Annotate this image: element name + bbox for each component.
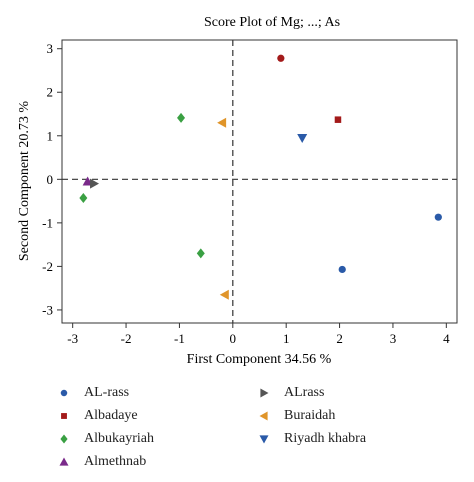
x-tick-label: 0 — [230, 331, 237, 346]
y-axis-label: Second Component 20.73 % — [17, 101, 32, 262]
legend-marker-icon — [58, 433, 70, 445]
legend-label: Albadaye — [84, 408, 138, 423]
y-tick-label: -2 — [42, 259, 53, 274]
x-tick-label: -2 — [121, 331, 132, 346]
x-tick-label: -1 — [174, 331, 185, 346]
legend-marker-shape — [60, 389, 68, 397]
legend-item: Almethnab — [58, 454, 146, 470]
axis-ticks: -3 -2 -1 0 1 2 3 4 -3 -2 -1 0 1 2 3 — [42, 41, 450, 346]
legend-item: ALrass — [258, 385, 324, 401]
data-points — [79, 54, 442, 300]
data-point — [277, 54, 285, 62]
legend-marker-icon — [58, 456, 70, 468]
x-tick-label: 1 — [283, 331, 290, 346]
legend-marker-shape — [61, 413, 67, 419]
legend-label: ALrass — [284, 385, 325, 400]
legend-item: Riyadh khabra — [258, 431, 366, 447]
legend-label: Almethnab — [84, 454, 147, 469]
legend-label: Riyadh khabra — [284, 431, 367, 446]
legend-item: Albadaye — [58, 408, 138, 424]
legend-marker-icon — [258, 433, 270, 445]
legend-marker-shape — [260, 388, 269, 398]
legend-item: Buraidah — [258, 408, 335, 424]
legend-label: Albukayriah — [84, 431, 154, 446]
y-tick-label: 0 — [47, 172, 54, 187]
x-tick-label: 3 — [390, 331, 397, 346]
data-point — [219, 289, 229, 300]
legend-item: Albukayriah — [58, 431, 154, 447]
data-point — [297, 133, 308, 143]
data-point — [217, 117, 227, 128]
data-point — [338, 265, 346, 274]
legend-label: Buraidah — [284, 408, 336, 423]
reference-lines — [62, 40, 457, 323]
x-tick-label: 2 — [336, 331, 343, 346]
x-tick-label: -3 — [67, 331, 78, 346]
y-tick-label: -1 — [42, 215, 53, 230]
legend: AL-rass Albadaye Albukayriah Almethnab ALras… — [58, 385, 458, 480]
data-point — [177, 112, 186, 123]
data-point — [90, 178, 100, 189]
legend-marker-shape — [59, 457, 69, 466]
legend-label: AL-rass — [84, 385, 130, 400]
y-tick-label: 3 — [47, 41, 54, 56]
data-point — [334, 116, 342, 123]
legend-marker-shape — [60, 434, 68, 444]
data-point — [434, 213, 442, 221]
legend-marker-shape — [259, 435, 269, 444]
y-tick-label: 1 — [47, 128, 54, 143]
legend-marker-icon — [258, 410, 270, 422]
legend-marker-icon — [258, 387, 270, 399]
y-tick-label: -3 — [42, 302, 53, 317]
legend-marker-icon — [58, 387, 70, 399]
x-axis-label: First Component 34.56 % — [187, 352, 332, 367]
chart-title: Score Plot of Mg; ...; As — [204, 15, 340, 30]
x-tick-label: 4 — [443, 331, 450, 346]
data-point — [79, 193, 88, 204]
legend-marker-icon — [58, 410, 70, 422]
legend-item: AL-rass — [58, 385, 129, 401]
data-point — [196, 248, 205, 259]
plot-frame — [61, 39, 458, 324]
y-tick-label: 2 — [47, 85, 54, 100]
legend-marker-shape — [259, 411, 268, 421]
